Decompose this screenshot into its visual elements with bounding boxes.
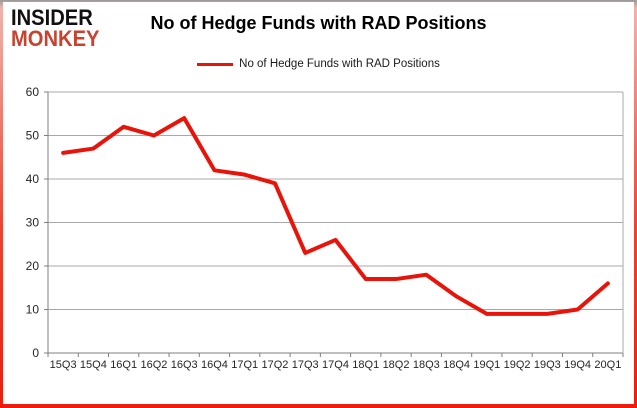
y-tick-label: 20 <box>26 259 40 273</box>
y-tick-label: 30 <box>26 216 40 230</box>
legend-label: No of Hedge Funds with RAD Positions <box>239 58 440 70</box>
x-tick-label: 16Q4 <box>201 359 228 371</box>
logo-text-monkey: MONKEY <box>11 26 100 52</box>
x-tick-label: 20Q1 <box>594 359 621 371</box>
x-tick-label: 18Q4 <box>443 359 470 371</box>
series-line <box>61 116 610 316</box>
y-tick-label: 10 <box>26 303 40 317</box>
y-tick-label: 50 <box>26 129 40 143</box>
x-tick-label: 18Q2 <box>383 359 410 371</box>
legend: No of Hedge Funds with RAD Positions <box>3 58 634 70</box>
x-tick-label: 17Q2 <box>262 359 289 371</box>
x-tick-label: 19Q1 <box>473 359 500 371</box>
chart-title: No of Hedge Funds with RAD Positions <box>150 13 487 33</box>
x-tick-label: 19Q3 <box>534 359 561 371</box>
logo-text-insider: INSIDER <box>11 5 93 31</box>
x-tick-label: 17Q1 <box>231 359 258 371</box>
x-tick-label: 18Q1 <box>352 359 379 371</box>
x-tick-label: 15Q3 <box>50 359 77 371</box>
y-tick-label: 0 <box>32 346 39 360</box>
insider-monkey-logo: INSIDER MONKEY <box>11 5 121 52</box>
y-tick-label: 40 <box>26 172 40 186</box>
x-tick-label: 17Q4 <box>322 359 349 371</box>
x-tick-label: 16Q1 <box>110 359 137 371</box>
x-tick-label: 16Q2 <box>140 359 167 371</box>
x-tick-label: 19Q2 <box>504 359 531 371</box>
x-tick-label: 18Q3 <box>413 359 440 371</box>
chart-canvas: INSIDER MONKEY No of Hedge Funds with RA… <box>3 2 634 404</box>
x-tick-label: 17Q3 <box>292 359 319 371</box>
x-tick-label: 15Q4 <box>80 359 107 371</box>
x-tick-label: 16Q3 <box>171 359 198 371</box>
legend-line-marker <box>197 62 234 66</box>
x-tick-label: 19Q4 <box>564 359 591 371</box>
y-tick-label: 60 <box>26 85 40 99</box>
